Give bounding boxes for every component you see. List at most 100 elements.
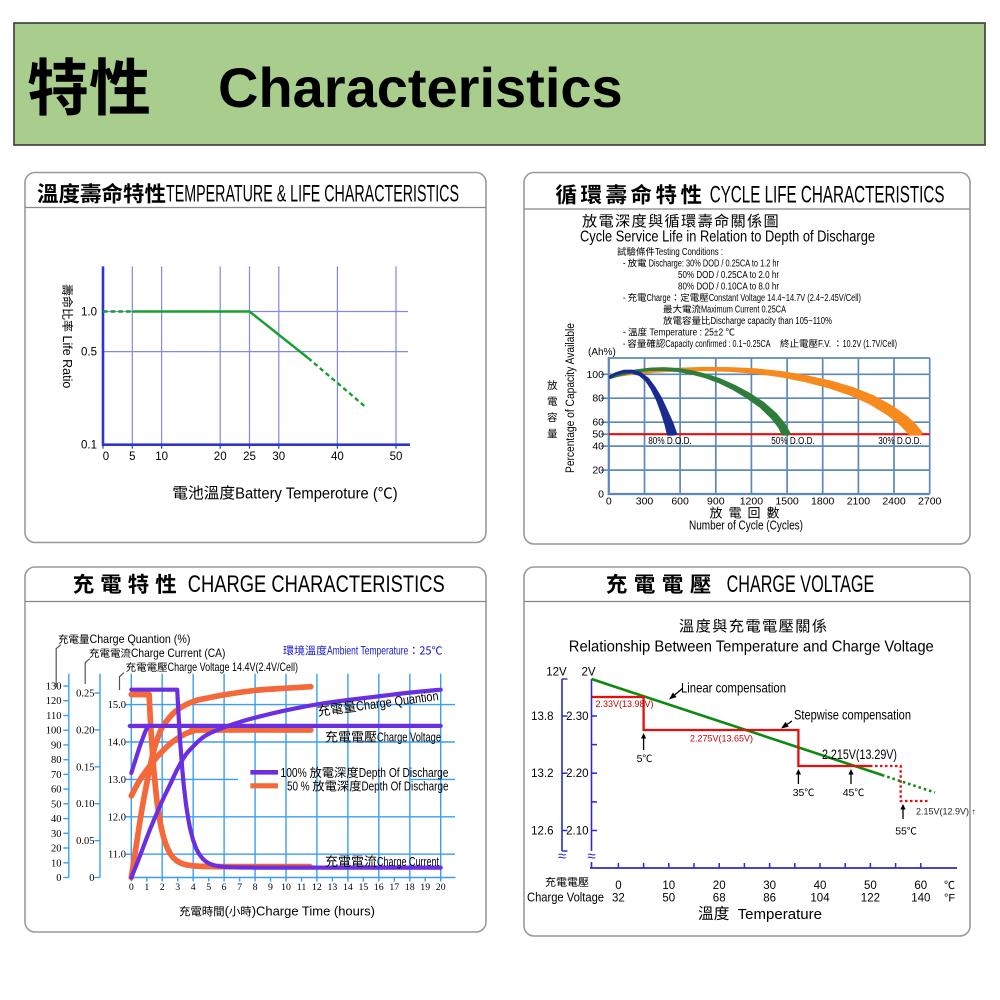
- svg-text:14: 14: [343, 882, 353, 893]
- svg-text:≈: ≈: [587, 848, 595, 865]
- svg-text:-: -: [623, 293, 626, 304]
- svg-text:1: 1: [144, 882, 149, 893]
- svg-text:68: 68: [713, 893, 726, 905]
- svg-text:0.5: 0.5: [81, 347, 97, 359]
- svg-text:2700: 2700: [918, 496, 942, 508]
- svg-text:50% DOD / 0.25CA to 2.0 hr: 50% DOD / 0.25CA to 2.0 hr: [678, 270, 780, 281]
- svg-text:30% D.O.D.: 30% D.O.D.: [878, 436, 922, 447]
- svg-text:19: 19: [420, 882, 430, 893]
- svg-text:100: 100: [46, 726, 62, 737]
- svg-text:8: 8: [253, 882, 258, 893]
- svg-text:0.25: 0.25: [76, 689, 94, 700]
- svg-text:-: -: [623, 339, 625, 350]
- svg-text:60: 60: [51, 785, 62, 796]
- svg-text:Linear compensation: Linear compensation: [681, 681, 786, 696]
- svg-text:0.05: 0.05: [76, 836, 94, 847]
- svg-text:12: 12: [312, 882, 322, 893]
- svg-text:900: 900: [707, 496, 725, 508]
- svg-text:0: 0: [56, 873, 61, 884]
- svg-text:2100: 2100: [847, 496, 871, 508]
- svg-text:80: 80: [592, 393, 604, 405]
- svg-text:120: 120: [46, 696, 62, 707]
- svg-text:2.15V(12.9V) ↑: 2.15V(12.9V) ↑: [916, 807, 976, 817]
- svg-text:18: 18: [405, 882, 415, 893]
- svg-text:2.215V(13.29V): 2.215V(13.29V): [822, 747, 897, 762]
- svg-text:15.0: 15.0: [108, 700, 126, 711]
- svg-text:13: 13: [328, 882, 338, 893]
- svg-text:Life Ratio: Life Ratio: [60, 336, 74, 389]
- svg-text:45: 45: [843, 787, 855, 799]
- svg-text:50: 50: [51, 799, 62, 810]
- svg-text:600: 600: [671, 496, 689, 508]
- svg-text:Testing Conditions :: Testing Conditions :: [655, 247, 723, 258]
- svg-text:13.2: 13.2: [531, 768, 553, 780]
- svg-text:0: 0: [89, 873, 94, 884]
- svg-text:Percentage of Capacity Availab: Percentage of Capacity Available: [565, 323, 577, 473]
- svg-text:14.0: 14.0: [108, 738, 126, 749]
- svg-text:1200: 1200: [740, 496, 764, 508]
- svg-text:0: 0: [606, 496, 612, 508]
- svg-text:Charge Current (CA): Charge Current (CA): [131, 646, 225, 660]
- svg-text:-: -: [623, 328, 626, 339]
- svg-text:130: 130: [46, 682, 62, 693]
- svg-text:122: 122: [861, 893, 880, 905]
- svg-text:50: 50: [592, 429, 604, 441]
- svg-text:6: 6: [222, 882, 227, 893]
- svg-text:50% D.O.D.: 50% D.O.D.: [771, 436, 815, 447]
- svg-text:30: 30: [51, 829, 62, 840]
- svg-text:2400: 2400: [882, 496, 906, 508]
- svg-text:0.1: 0.1: [81, 440, 97, 452]
- svg-text:2.10: 2.10: [566, 826, 588, 838]
- svg-text:Stepwise compensation: Stepwise compensation: [794, 708, 911, 723]
- svg-text:5: 5: [129, 451, 135, 463]
- svg-text:0: 0: [129, 882, 134, 893]
- svg-text:(Ah%): (Ah%): [588, 347, 616, 358]
- svg-text:1.0: 1.0: [81, 307, 97, 319]
- svg-text:20: 20: [51, 844, 62, 855]
- svg-text:(: (: [225, 904, 230, 919]
- svg-text:10: 10: [51, 858, 62, 869]
- svg-text:11.0: 11.0: [108, 850, 126, 861]
- svg-text:0.15: 0.15: [76, 762, 94, 773]
- svg-text:10: 10: [155, 451, 168, 463]
- svg-text:Characteristics: Characteristics: [218, 56, 623, 119]
- svg-text:F.V.: F.V.: [818, 339, 831, 350]
- svg-text:7: 7: [237, 882, 242, 893]
- svg-text:-: -: [623, 259, 626, 270]
- svg-text:0.10: 0.10: [76, 799, 94, 810]
- svg-text:Ambient Temperature: Ambient Temperature: [327, 644, 409, 658]
- svg-text:TEMPERATURE & LIFE CHARACTERIS: TEMPERATURE & LIFE CHARACTERISTICS: [166, 181, 459, 208]
- svg-text:104: 104: [810, 893, 830, 905]
- svg-text:Charge Voltage 14.4V(2.4V/Cell: Charge Voltage 14.4V(2.4V/Cell): [168, 660, 298, 674]
- svg-text:10: 10: [662, 880, 675, 892]
- svg-text:55: 55: [895, 826, 907, 838]
- svg-text:20: 20: [592, 465, 604, 477]
- svg-text:Temperature : 25±2: Temperature : 25±2: [650, 328, 724, 339]
- svg-text:5: 5: [637, 753, 643, 765]
- svg-text:Constant Voltage 14.4~14.7V (2: Constant Voltage 14.4~14.7V (2.4~2.45V/C…: [709, 293, 861, 304]
- svg-text:Relationship Between Temperatu: Relationship Between Temperature and Cha…: [569, 639, 934, 656]
- svg-text:Number of Cycle (Cycles): Number of Cycle (Cycles): [689, 518, 803, 533]
- svg-text:30: 30: [272, 451, 285, 463]
- svg-text:Temperature: Temperature: [738, 906, 822, 923]
- svg-text:140: 140: [911, 893, 930, 905]
- svg-text:80% DOD / 0.10CA to 8.0 hr: 80% DOD / 0.10CA to 8.0 hr: [678, 282, 780, 293]
- svg-text:2.275V(13.65V): 2.275V(13.65V): [690, 734, 753, 744]
- svg-text:0.20: 0.20: [76, 725, 94, 736]
- svg-text:°F: °F: [944, 893, 955, 905]
- svg-text:4: 4: [191, 882, 196, 893]
- svg-text:0: 0: [103, 451, 109, 463]
- svg-text:2.30: 2.30: [566, 711, 588, 723]
- svg-text:12.6: 12.6: [531, 826, 553, 838]
- svg-text:100%: 100%: [281, 766, 307, 780]
- svg-text:30: 30: [763, 880, 776, 892]
- svg-text:20: 20: [214, 451, 227, 463]
- svg-text:≈: ≈: [558, 848, 566, 865]
- svg-text:70: 70: [51, 770, 62, 781]
- svg-text:Discharge capacity than 105~11: Discharge capacity than 105~110%: [711, 316, 833, 327]
- svg-text:32: 32: [612, 893, 625, 905]
- svg-text:2.20: 2.20: [566, 768, 588, 780]
- svg-text:40: 40: [592, 441, 604, 453]
- svg-text:10: 10: [281, 882, 291, 893]
- svg-text:20: 20: [436, 882, 446, 893]
